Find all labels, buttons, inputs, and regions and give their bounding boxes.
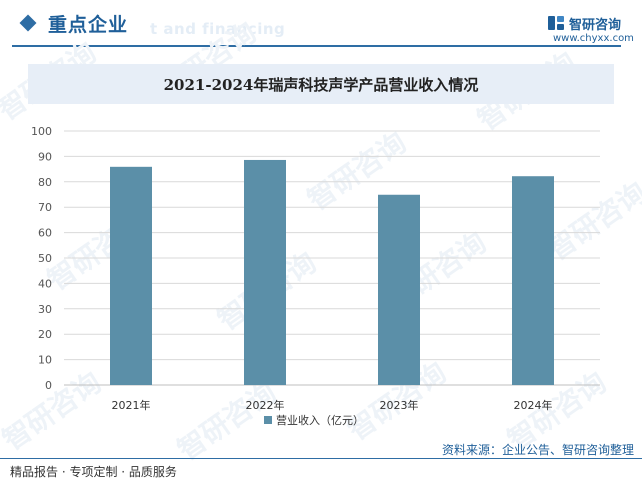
x-tick-label: 2024年 bbox=[514, 398, 553, 412]
y-tick-label: 30 bbox=[38, 303, 52, 316]
x-tick-label: 2023年 bbox=[380, 398, 419, 412]
source-note: 资料来源：企业公告、智研咨询整理 bbox=[441, 443, 634, 457]
y-tick-label: 70 bbox=[38, 201, 52, 214]
bar bbox=[378, 194, 420, 385]
y-tick-label: 20 bbox=[38, 328, 52, 341]
y-tick-label: 10 bbox=[38, 354, 52, 367]
y-tick-label: 0 bbox=[45, 379, 52, 392]
y-tick-label: 40 bbox=[38, 277, 52, 290]
bar bbox=[110, 166, 152, 385]
bar bbox=[512, 176, 554, 385]
x-tick-label: 2022年 bbox=[246, 398, 285, 412]
y-tick-label: 50 bbox=[38, 252, 52, 265]
y-tick-label: 90 bbox=[38, 150, 52, 163]
y-tick-label: 60 bbox=[38, 227, 52, 240]
footer-divider bbox=[0, 458, 642, 459]
brand-url: www.chyxx.com bbox=[553, 33, 634, 44]
faded-section-subtitle: t and financing bbox=[150, 20, 286, 38]
y-tick-label: 80 bbox=[38, 176, 52, 189]
y-tick-label: 100 bbox=[31, 125, 52, 138]
brand-name: 智研咨询 bbox=[569, 18, 622, 33]
report-header: 重点企业 t and financing 智研咨询 www.chyxx.com bbox=[0, 0, 642, 47]
legend-label: 营业收入（亿元） bbox=[276, 413, 364, 427]
footer-slogan: 精品报告 · 专项定制 · 品质服务 bbox=[10, 465, 177, 479]
bar bbox=[244, 159, 286, 385]
chart-title: 2021-2024年瑞声科技声学产品营业收入情况 bbox=[163, 76, 479, 94]
brand-logo-icon bbox=[548, 16, 564, 30]
legend-swatch bbox=[264, 416, 272, 424]
header-divider bbox=[12, 45, 621, 47]
x-tick-label: 2021年 bbox=[112, 398, 151, 412]
chart-title-band: 2021-2024年瑞声科技声学产品营业收入情况 bbox=[28, 64, 614, 104]
section-title: 重点企业 bbox=[48, 14, 129, 36]
brand-block: 智研咨询 www.chyxx.com bbox=[547, 14, 637, 50]
